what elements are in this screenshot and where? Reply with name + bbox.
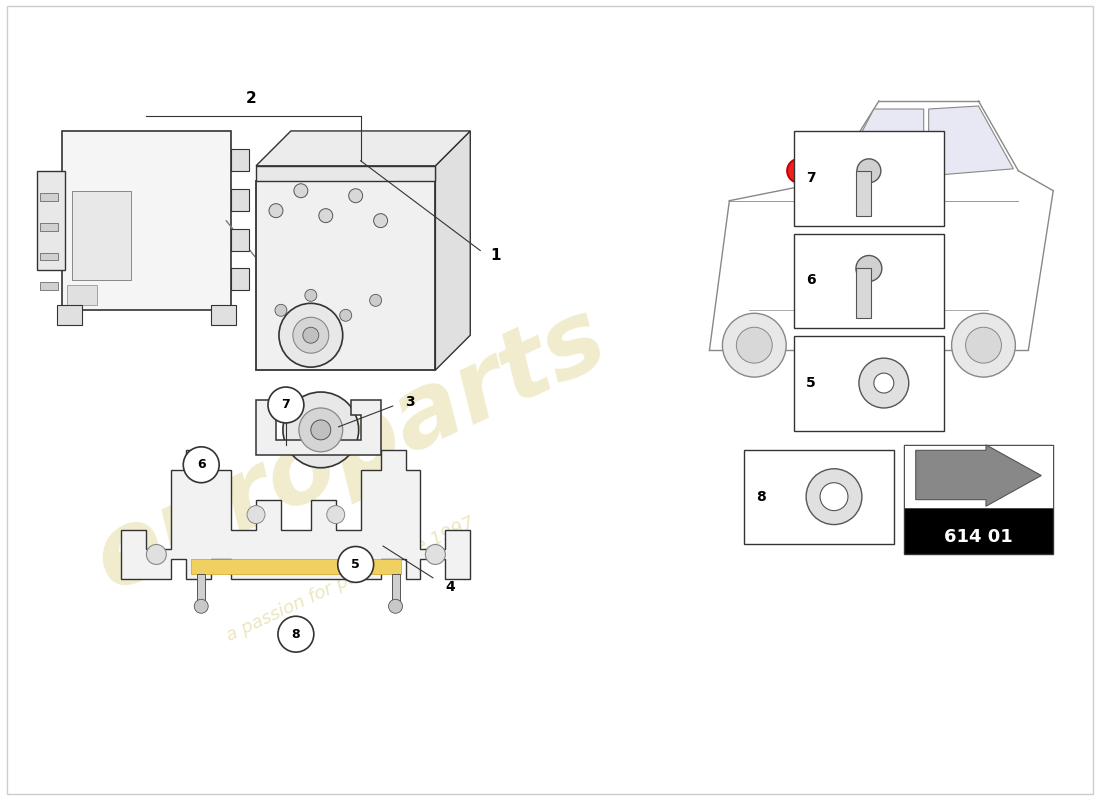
Text: 7: 7 [282, 398, 290, 411]
Bar [40, 222, 57, 230]
Circle shape [806, 469, 862, 525]
Bar [256, 181, 436, 370]
Bar [197, 574, 206, 604]
Circle shape [248, 506, 265, 523]
Bar [231, 149, 249, 170]
Text: 7: 7 [806, 170, 816, 185]
Circle shape [857, 159, 881, 182]
Polygon shape [915, 445, 1042, 506]
Circle shape [270, 204, 283, 218]
Bar [40, 253, 57, 261]
Circle shape [278, 616, 314, 652]
Bar [904, 445, 1053, 554]
Circle shape [821, 482, 848, 510]
Circle shape [184, 447, 219, 482]
Text: 6: 6 [806, 274, 816, 287]
Bar [62, 131, 231, 310]
Circle shape [293, 318, 329, 353]
Circle shape [338, 546, 374, 582]
Circle shape [195, 599, 208, 614]
Polygon shape [256, 131, 471, 166]
Text: a passion for parts since 1997: a passion for parts since 1997 [223, 514, 477, 645]
Bar [40, 282, 57, 290]
Circle shape [723, 314, 786, 377]
Circle shape [788, 159, 811, 182]
Bar [794, 336, 944, 431]
Bar [72, 190, 132, 281]
Text: 1: 1 [491, 248, 501, 263]
Polygon shape [121, 450, 471, 579]
Circle shape [370, 294, 382, 306]
Bar [231, 269, 249, 290]
Circle shape [736, 327, 772, 363]
Text: 3: 3 [406, 395, 415, 409]
Circle shape [299, 408, 343, 452]
Polygon shape [839, 109, 924, 176]
Text: 614 01: 614 01 [944, 527, 1013, 546]
Text: 2: 2 [245, 91, 256, 106]
Circle shape [340, 310, 352, 322]
Bar [40, 193, 57, 201]
Circle shape [873, 373, 894, 393]
Circle shape [374, 214, 387, 228]
Text: europarts: europarts [79, 289, 622, 610]
Text: 6: 6 [197, 458, 206, 471]
Circle shape [275, 304, 287, 316]
Text: 5: 5 [351, 558, 360, 571]
Circle shape [305, 290, 317, 302]
Circle shape [327, 506, 344, 523]
Bar [231, 189, 249, 210]
Circle shape [426, 545, 446, 565]
Text: 5: 5 [806, 376, 816, 390]
Circle shape [311, 420, 331, 440]
Circle shape [268, 387, 304, 423]
Text: 4: 4 [446, 580, 455, 594]
Circle shape [319, 209, 333, 222]
Polygon shape [436, 131, 471, 370]
Bar [36, 170, 65, 270]
Bar [904, 445, 1053, 509]
Bar [231, 229, 249, 250]
Circle shape [952, 314, 1015, 377]
Circle shape [966, 327, 1001, 363]
FancyBboxPatch shape [256, 166, 436, 181]
Bar [57, 306, 81, 326]
Bar [67, 286, 97, 306]
Polygon shape [928, 106, 1013, 176]
Circle shape [856, 255, 882, 282]
Circle shape [302, 327, 319, 343]
Circle shape [349, 189, 363, 202]
Circle shape [283, 392, 359, 468]
Circle shape [279, 303, 343, 367]
Circle shape [859, 358, 909, 408]
Circle shape [388, 599, 403, 614]
Bar [794, 234, 944, 328]
Polygon shape [256, 400, 381, 455]
Polygon shape [191, 559, 400, 574]
Bar [211, 306, 236, 326]
Bar [856, 170, 871, 216]
Bar [794, 131, 944, 226]
Bar [745, 450, 894, 545]
Circle shape [146, 545, 166, 565]
Text: 8: 8 [757, 490, 766, 504]
Bar [856, 269, 871, 318]
Bar [392, 574, 399, 604]
Text: 8: 8 [292, 628, 300, 641]
Circle shape [294, 184, 308, 198]
